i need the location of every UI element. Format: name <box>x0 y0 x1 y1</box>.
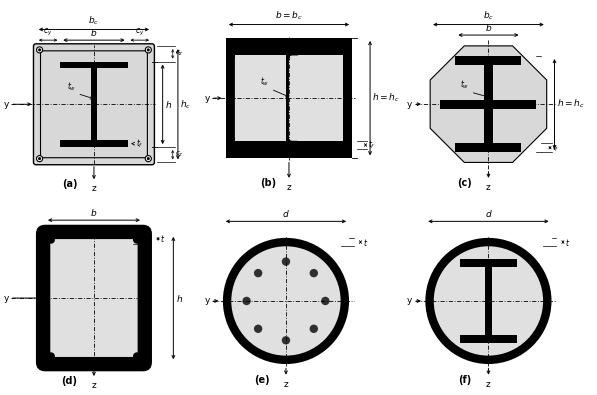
Text: z: z <box>91 381 96 390</box>
Text: z: z <box>287 183 291 192</box>
Circle shape <box>231 246 341 356</box>
Text: (e): (e) <box>254 374 270 385</box>
Text: $h$: $h$ <box>165 99 172 110</box>
Text: z: z <box>284 380 288 389</box>
Circle shape <box>242 297 251 305</box>
Circle shape <box>147 157 150 160</box>
Circle shape <box>282 258 290 266</box>
Bar <box>235 47 289 55</box>
Bar <box>441 100 537 109</box>
Text: (f): (f) <box>458 374 471 385</box>
Circle shape <box>434 246 543 356</box>
Text: z: z <box>486 380 491 389</box>
Circle shape <box>38 48 41 51</box>
Bar <box>521 100 537 108</box>
Text: $t$: $t$ <box>362 237 368 248</box>
Text: $c_y$: $c_y$ <box>135 27 144 38</box>
Text: $d$: $d$ <box>282 208 290 219</box>
Text: $b_c$: $b_c$ <box>88 15 100 27</box>
Bar <box>441 100 456 108</box>
Circle shape <box>254 325 262 333</box>
Text: z: z <box>486 183 491 192</box>
Bar <box>456 56 521 65</box>
Bar <box>60 62 128 68</box>
Text: $t_f$: $t_f$ <box>552 141 559 154</box>
Circle shape <box>133 236 141 244</box>
Text: $b$: $b$ <box>90 27 97 38</box>
Circle shape <box>321 297 330 305</box>
Text: $b=b_c$: $b=b_c$ <box>275 9 303 22</box>
Circle shape <box>36 156 42 162</box>
Text: z: z <box>91 184 96 193</box>
Text: $t_w$: $t_w$ <box>460 79 469 91</box>
Text: $h=h_c$: $h=h_c$ <box>373 92 401 104</box>
Text: $t_w$: $t_w$ <box>260 76 269 88</box>
Circle shape <box>145 47 152 53</box>
Circle shape <box>425 238 552 364</box>
Text: y: y <box>407 100 413 109</box>
Bar <box>91 68 97 140</box>
FancyBboxPatch shape <box>36 225 152 371</box>
Text: $t_w$: $t_w$ <box>66 80 76 93</box>
Text: $d$: $d$ <box>485 208 493 219</box>
Text: $h_c$: $h_c$ <box>180 98 191 111</box>
FancyBboxPatch shape <box>33 44 155 165</box>
Text: y: y <box>407 297 413 305</box>
Bar <box>484 65 493 143</box>
Text: $t$: $t$ <box>565 237 570 248</box>
Bar <box>456 143 521 152</box>
Circle shape <box>47 236 55 244</box>
Circle shape <box>254 269 262 277</box>
FancyBboxPatch shape <box>235 55 283 141</box>
Text: $b_c$: $b_c$ <box>483 9 494 22</box>
Text: (b): (b) <box>260 178 276 188</box>
Text: $c_z$: $c_z$ <box>175 49 183 58</box>
Text: y: y <box>205 297 210 305</box>
Text: y: y <box>205 94 210 103</box>
Text: $t_f$: $t_f$ <box>136 137 143 150</box>
Text: $b$: $b$ <box>90 207 97 218</box>
Text: $t_f$: $t_f$ <box>368 139 376 151</box>
Text: y: y <box>4 100 9 109</box>
FancyBboxPatch shape <box>50 239 138 357</box>
Circle shape <box>36 47 42 53</box>
Circle shape <box>133 352 141 360</box>
Bar <box>289 141 343 149</box>
Bar <box>485 267 492 335</box>
Text: $h=h_c$: $h=h_c$ <box>557 98 585 110</box>
Circle shape <box>223 238 349 364</box>
Bar <box>289 47 343 55</box>
Text: $t$: $t$ <box>160 233 165 244</box>
Bar <box>235 141 289 149</box>
Bar <box>460 259 517 267</box>
Text: (a): (a) <box>61 179 77 189</box>
Text: (d): (d) <box>61 376 78 386</box>
Bar <box>292 55 298 141</box>
Text: $h$: $h$ <box>176 293 183 303</box>
Bar <box>60 140 128 147</box>
Circle shape <box>47 352 55 360</box>
Bar <box>460 335 517 343</box>
FancyBboxPatch shape <box>289 55 337 141</box>
Bar <box>286 55 292 141</box>
Bar <box>226 38 352 158</box>
Circle shape <box>147 48 150 51</box>
Text: $c_z$: $c_z$ <box>175 150 183 159</box>
Circle shape <box>282 336 290 344</box>
Bar <box>235 47 343 149</box>
Text: y: y <box>4 293 9 303</box>
Text: $b$: $b$ <box>485 22 492 33</box>
Circle shape <box>310 325 318 333</box>
Circle shape <box>38 157 41 160</box>
Text: (c): (c) <box>457 178 472 188</box>
Circle shape <box>145 156 152 162</box>
Circle shape <box>310 269 318 277</box>
Polygon shape <box>430 46 547 162</box>
Text: $c_y$: $c_y$ <box>44 27 53 38</box>
